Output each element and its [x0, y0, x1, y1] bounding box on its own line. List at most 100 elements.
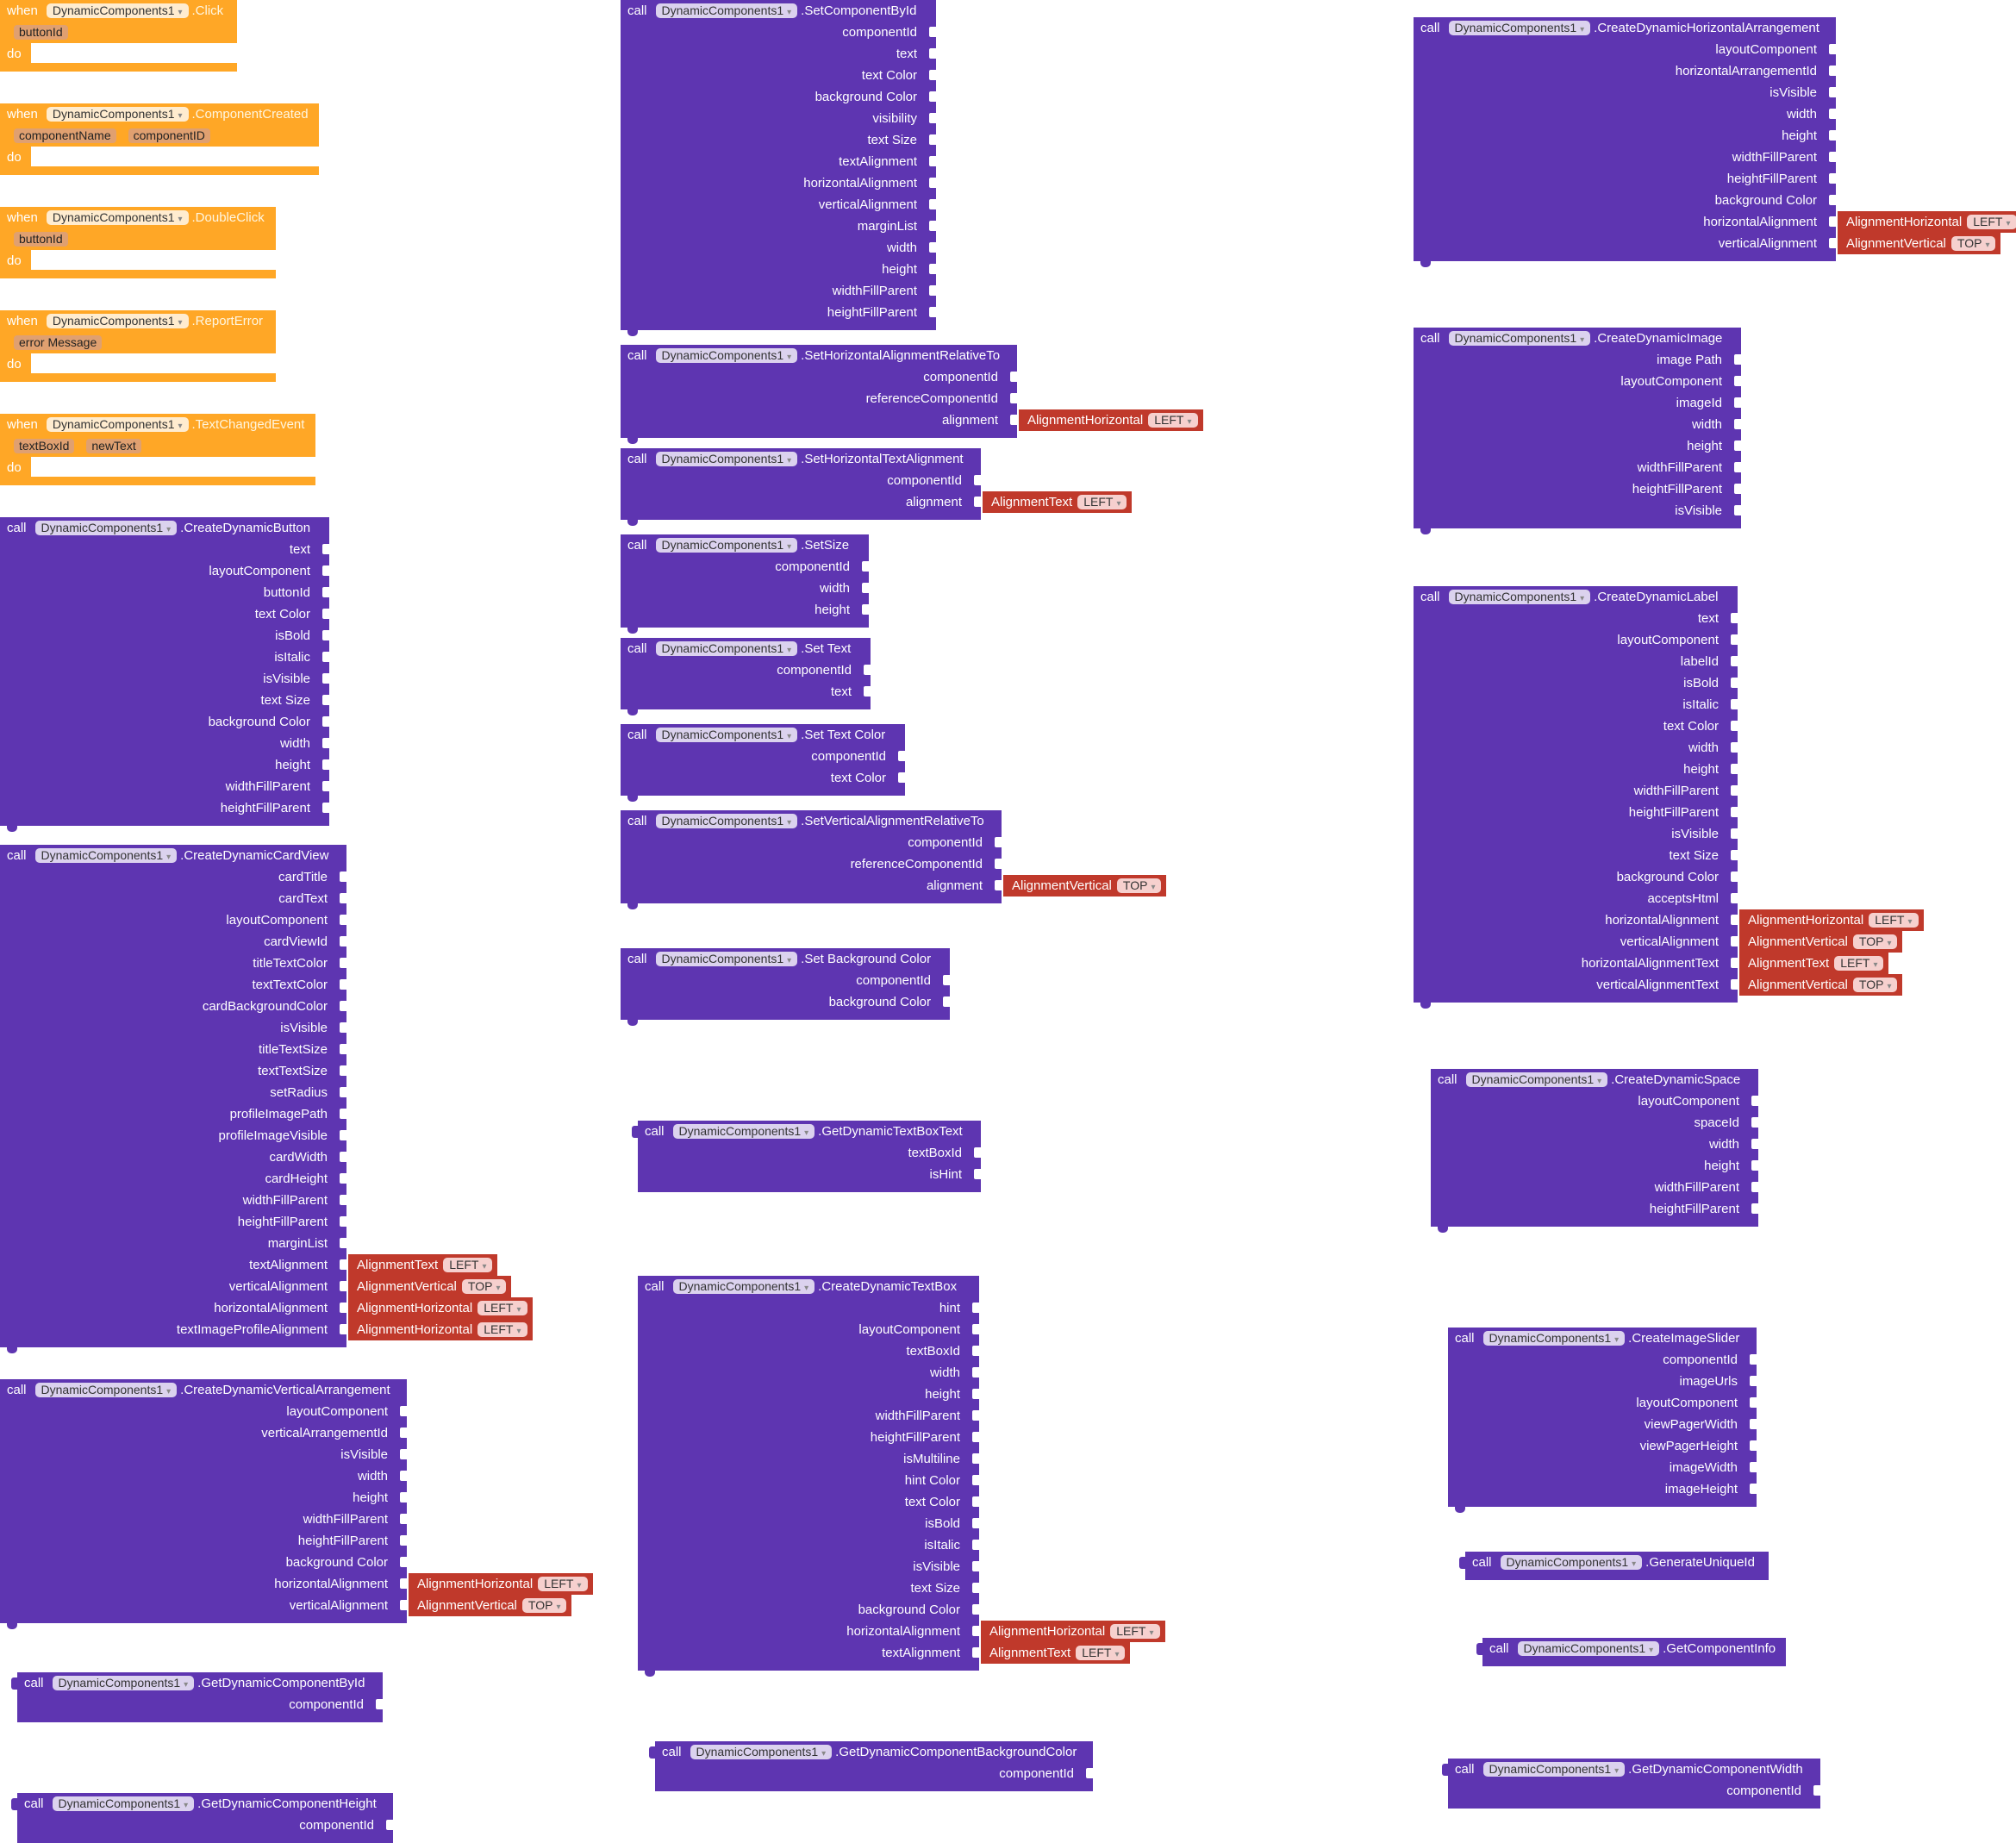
event-block[interactable]: when DynamicComponents1 ▾ .Click buttonId do	[0, 0, 237, 73]
input-socket[interactable]	[340, 1216, 346, 1227]
input-socket[interactable]	[1734, 440, 1741, 451]
enum-dropdown[interactable]: LEFT ▾	[1077, 494, 1127, 509]
call-block[interactable]: call DynamicComponents1 ▾ .CreateDynamicVer…	[0, 1379, 593, 1629]
input-socket[interactable]	[386, 1820, 393, 1830]
call-block[interactable]: call DynamicComponents1 ▾ .GenerateUniqueId	[1459, 1552, 1769, 1580]
input-socket[interactable]	[340, 872, 346, 882]
input-socket[interactable]	[972, 1346, 979, 1356]
component-dropdown[interactable]: DynamicComponents1 ▾	[655, 537, 798, 553]
input-socket[interactable]	[1813, 1785, 1820, 1796]
input-socket[interactable]	[929, 221, 936, 231]
input-socket[interactable]	[1750, 1440, 1757, 1451]
input-socket[interactable]	[972, 1475, 979, 1485]
input-socket[interactable]	[929, 48, 936, 59]
input-socket[interactable]	[974, 475, 981, 485]
call-block[interactable]: call DynamicComponents1 ▾ .SetHorizontalTex…	[621, 448, 1133, 526]
input-socket[interactable]	[1731, 785, 1738, 796]
input-socket[interactable]	[1010, 415, 1017, 425]
enum-dropdown[interactable]: LEFT ▾	[1869, 912, 1919, 928]
enum-dropdown[interactable]: TOP ▾	[1852, 977, 1898, 992]
input-socket[interactable]	[862, 561, 869, 572]
component-dropdown[interactable]: DynamicComponents1 ▾	[1482, 1330, 1626, 1346]
input-socket[interactable]	[400, 1406, 407, 1416]
input-socket[interactable]	[929, 264, 936, 274]
component-dropdown[interactable]: DynamicComponents1 ▾	[690, 1744, 833, 1759]
input-socket[interactable]	[1734, 354, 1741, 365]
call-block[interactable]: call DynamicComponents1 ▾ .GetDynamicCompon…	[11, 1793, 393, 1843]
input-socket[interactable]	[322, 652, 329, 662]
input-socket[interactable]	[995, 837, 1002, 847]
component-dropdown[interactable]: DynamicComponents1 ▾	[1482, 1761, 1626, 1777]
input-socket[interactable]	[340, 1152, 346, 1162]
input-socket[interactable]	[1731, 936, 1738, 946]
input-socket[interactable]	[340, 1087, 346, 1097]
call-block[interactable]: call DynamicComponents1 ▾ .GetDynamicCompon…	[1442, 1759, 1820, 1809]
enum-block[interactable]: AlignmentHorizontal LEFT ▾	[1019, 409, 1203, 431]
input-socket[interactable]	[322, 695, 329, 705]
input-socket[interactable]	[340, 915, 346, 925]
enum-dropdown[interactable]: LEFT ▾	[1076, 1645, 1126, 1660]
call-block[interactable]: call DynamicComponents1 ▾ .SetComponentById…	[621, 0, 936, 336]
input-socket[interactable]	[340, 1303, 346, 1313]
enum-block[interactable]: AlignmentHorizontal LEFT ▾	[348, 1319, 533, 1340]
input-socket[interactable]	[929, 156, 936, 166]
input-socket[interactable]	[322, 738, 329, 748]
input-socket[interactable]	[1731, 764, 1738, 774]
component-dropdown[interactable]: DynamicComponents1 ▾	[1500, 1554, 1643, 1570]
enum-block[interactable]: AlignmentVertical TOP ▾	[409, 1595, 572, 1616]
input-socket[interactable]	[1731, 850, 1738, 860]
component-dropdown[interactable]: DynamicComponents1 ▾	[34, 1382, 178, 1397]
component-dropdown[interactable]: DynamicComponents1 ▾	[672, 1278, 815, 1294]
input-socket[interactable]	[972, 1389, 979, 1399]
input-socket[interactable]	[943, 975, 950, 985]
enum-block[interactable]: AlignmentVertical TOP ▾	[1003, 875, 1167, 897]
input-socket[interactable]	[972, 1647, 979, 1658]
call-block[interactable]: call DynamicComponents1 ▾ .CreateDynamicHor…	[1414, 17, 2016, 267]
input-socket[interactable]	[972, 1324, 979, 1334]
enum-block[interactable]: AlignmentText LEFT ▾	[981, 1642, 1131, 1664]
event-param[interactable]: buttonId	[14, 25, 68, 40]
call-block[interactable]: call DynamicComponents1 ▾ .SetHorizontalAli…	[621, 345, 1203, 444]
event-param[interactable]: newText	[86, 439, 141, 453]
event-param[interactable]: textBoxId	[14, 439, 75, 453]
enum-block[interactable]: AlignmentVertical TOP ▾	[1739, 974, 1903, 996]
input-socket[interactable]	[1731, 656, 1738, 666]
event-block[interactable]: when DynamicComponents1 ▾ .DoubleClick butto…	[0, 207, 276, 280]
event-param[interactable]: componentName	[14, 128, 116, 143]
component-dropdown[interactable]: DynamicComponents1 ▾	[655, 727, 798, 742]
component-dropdown[interactable]: DynamicComponents1 ▾	[655, 951, 798, 966]
input-socket[interactable]	[972, 1626, 979, 1636]
component-dropdown[interactable]: DynamicComponents1 ▾	[655, 347, 798, 363]
input-socket[interactable]	[1750, 1376, 1757, 1386]
input-socket[interactable]	[1751, 1203, 1758, 1214]
input-socket[interactable]	[1829, 173, 1836, 184]
input-socket[interactable]	[1731, 979, 1738, 990]
input-socket[interactable]	[340, 1281, 346, 1291]
input-socket[interactable]	[972, 1303, 979, 1313]
input-socket[interactable]	[995, 880, 1002, 890]
component-dropdown[interactable]: DynamicComponents1 ▾	[655, 640, 798, 656]
input-socket[interactable]	[1829, 109, 1836, 119]
enum-block[interactable]: AlignmentText LEFT ▾	[983, 491, 1133, 513]
component-dropdown[interactable]: DynamicComponents1 ▾	[46, 3, 189, 18]
enum-dropdown[interactable]: TOP ▾	[461, 1278, 507, 1294]
input-socket[interactable]	[862, 604, 869, 615]
enum-dropdown[interactable]: LEFT ▾	[1110, 1623, 1160, 1639]
input-socket[interactable]	[929, 134, 936, 145]
component-dropdown[interactable]: DynamicComponents1 ▾	[34, 520, 178, 535]
component-dropdown[interactable]: DynamicComponents1 ▾	[52, 1796, 195, 1811]
input-socket[interactable]	[972, 1410, 979, 1421]
input-socket[interactable]	[1829, 195, 1836, 205]
enum-block[interactable]: AlignmentText LEFT ▾	[348, 1254, 498, 1276]
input-socket[interactable]	[1731, 807, 1738, 817]
input-socket[interactable]	[972, 1453, 979, 1464]
enum-block[interactable]: AlignmentHorizontal LEFT ▾	[981, 1621, 1165, 1642]
event-block[interactable]: when DynamicComponents1 ▾ .ReportError error…	[0, 310, 276, 384]
input-socket[interactable]	[400, 1514, 407, 1524]
input-socket[interactable]	[340, 1259, 346, 1270]
input-socket[interactable]	[898, 751, 905, 761]
component-dropdown[interactable]: DynamicComponents1 ▾	[34, 847, 178, 863]
input-socket[interactable]	[1731, 742, 1738, 753]
input-socket[interactable]	[340, 936, 346, 946]
input-socket[interactable]	[972, 1432, 979, 1442]
